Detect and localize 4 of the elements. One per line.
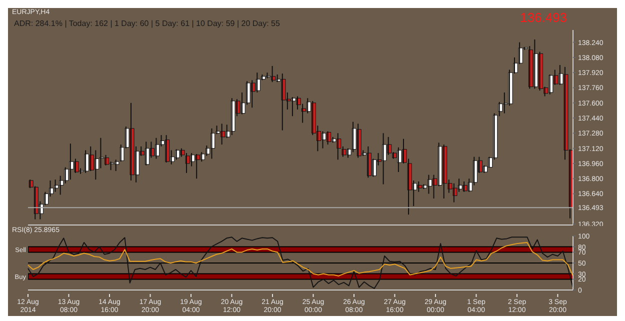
line-series [28,242,574,276]
text: 136.493 [520,10,567,25]
text: ADR: 284.1% | Today: 162 | 1 Day: 60 | 5 Day: 61 | 10 Day: 59 | 20 Day: 55 [14,19,280,28]
line-series [28,236,574,289]
